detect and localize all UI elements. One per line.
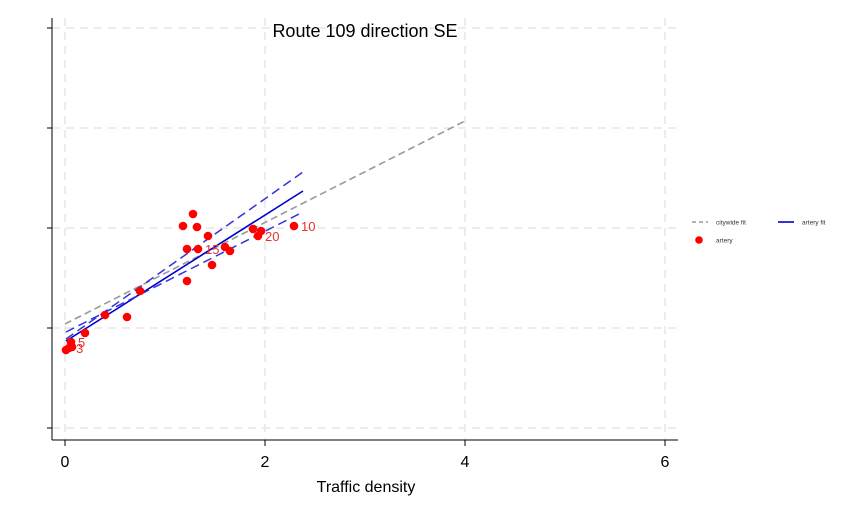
grid-layer [52,18,678,440]
data-point [203,231,213,241]
x-tick-label: 4 [461,454,470,471]
data-point-label: 20 [265,229,279,244]
data-point [225,246,235,256]
data-point-label: 5 [78,335,85,350]
legend-label: citywide fit [716,220,746,227]
data-point [192,222,202,232]
legend-swatch-dot [695,236,703,244]
x-tick-label: 0 [61,454,70,471]
data-point-label: 3 [76,341,83,356]
x-axis-label: Traffic density [317,479,416,496]
x-tick-label: 6 [661,454,670,471]
chart-title: Route 109 direction SE [272,21,457,41]
points-layer: 35 15 20 10 [61,209,315,356]
data-point [100,310,110,320]
data-point-label: 15 [205,242,219,257]
legend-label: artery fit [802,220,826,227]
data-point [178,221,188,231]
x-tick-label: 2 [261,454,270,471]
data-point [66,337,76,347]
data-point [193,244,203,254]
legend: citywide fit artery fit artery [692,220,826,245]
citywide-fit-line [64,120,466,325]
data-point [188,209,198,219]
data-point [135,286,145,296]
data-point-label: 10 [301,219,315,234]
data-point [289,221,299,231]
artery-fit-line [65,190,304,342]
data-point [182,244,192,254]
data-point [80,328,90,338]
data-point [182,276,192,286]
data-point [122,312,132,322]
axes-layer: 0 2 4 6 [47,18,678,471]
data-point [207,260,217,270]
legend-label: artery [716,238,733,245]
data-point [248,224,258,234]
data-point [253,231,263,241]
